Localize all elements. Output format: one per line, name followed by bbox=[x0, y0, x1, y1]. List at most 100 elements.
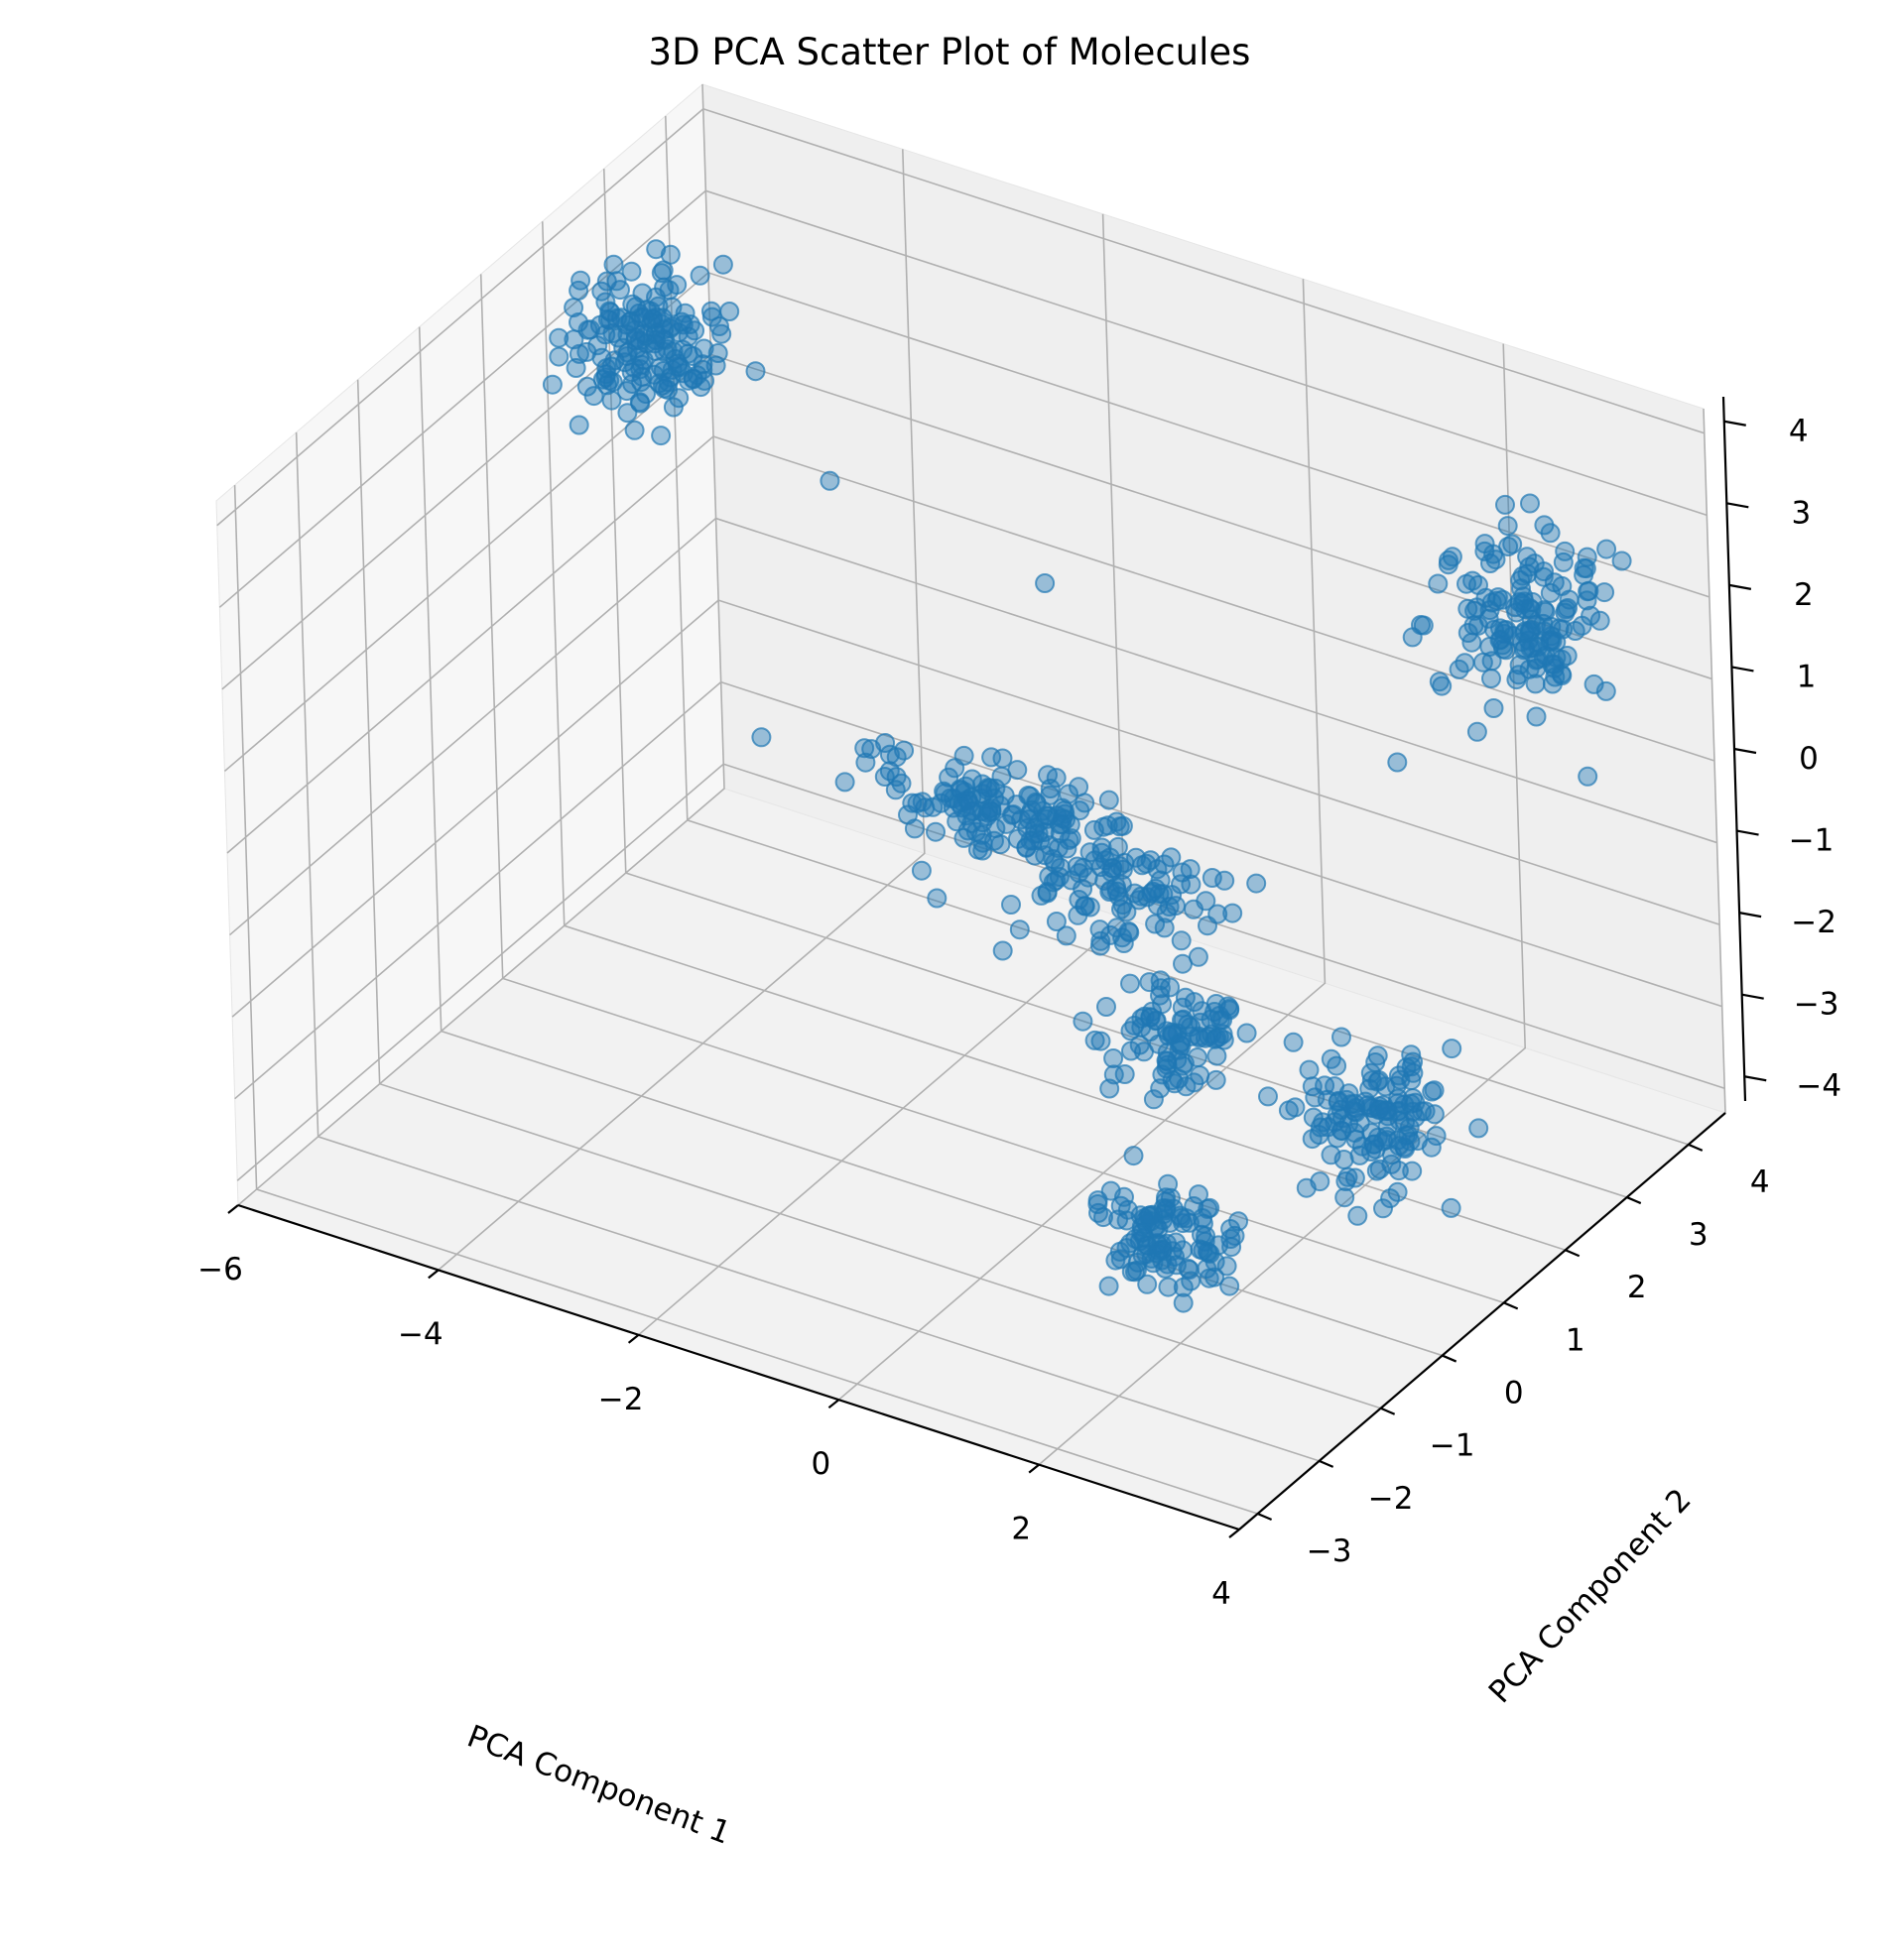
data-point bbox=[658, 372, 679, 393]
data-point bbox=[1387, 752, 1408, 773]
data-point bbox=[1426, 1126, 1447, 1147]
data-point bbox=[542, 374, 563, 395]
data-point bbox=[1552, 666, 1573, 685]
data-point bbox=[576, 376, 597, 397]
data-point bbox=[680, 314, 700, 334]
data-point bbox=[1147, 1243, 1167, 1264]
data-point bbox=[1047, 805, 1068, 826]
z-tick-label: 4 bbox=[1789, 414, 1809, 449]
data-point bbox=[1303, 1107, 1324, 1128]
data-point bbox=[1116, 1210, 1137, 1231]
data-point bbox=[1461, 632, 1482, 653]
data-point bbox=[1172, 1010, 1192, 1031]
y-tick-label: −3 bbox=[1307, 1533, 1352, 1569]
data-point bbox=[1502, 534, 1523, 554]
data-point bbox=[1204, 1029, 1225, 1049]
data-point bbox=[1483, 698, 1504, 718]
data-point bbox=[1171, 930, 1192, 951]
data-point bbox=[1422, 1081, 1443, 1102]
data-point bbox=[1145, 914, 1166, 934]
data-point bbox=[1109, 1241, 1130, 1262]
data-point bbox=[1158, 1277, 1179, 1297]
z-tick bbox=[1733, 747, 1757, 755]
grid-line-z bbox=[236, 763, 1725, 1181]
data-point bbox=[1098, 1276, 1119, 1296]
data-point bbox=[597, 375, 617, 396]
grid-line-z bbox=[231, 599, 1720, 1018]
data-point bbox=[633, 350, 654, 370]
y-tick bbox=[1688, 1143, 1704, 1152]
data-point bbox=[1344, 1167, 1365, 1188]
data-point bbox=[745, 361, 766, 382]
grid-line-z bbox=[216, 107, 1706, 527]
data-point bbox=[603, 254, 624, 275]
data-point bbox=[1595, 680, 1616, 701]
data-point bbox=[1299, 1059, 1320, 1080]
data-point bbox=[1112, 815, 1133, 836]
data-point bbox=[1143, 1089, 1164, 1110]
y-tick-label: 3 bbox=[1689, 1217, 1709, 1253]
data-point bbox=[981, 747, 1002, 768]
data-point bbox=[1596, 539, 1617, 559]
data-point bbox=[1181, 874, 1202, 895]
data-point bbox=[701, 306, 722, 327]
z-tick bbox=[1726, 502, 1749, 509]
data-point bbox=[1216, 1256, 1237, 1277]
data-point bbox=[1196, 891, 1216, 912]
data-point bbox=[902, 793, 923, 813]
data-point bbox=[1258, 1086, 1278, 1107]
data-point bbox=[1338, 1113, 1359, 1134]
data-point bbox=[1099, 1078, 1120, 1099]
chart-title: 3D PCA Scatter Plot of Molecules bbox=[649, 31, 1251, 73]
data-point bbox=[1278, 1100, 1299, 1121]
z-tick-label: 2 bbox=[1794, 577, 1814, 613]
y-tick bbox=[1257, 1513, 1273, 1522]
data-point bbox=[654, 277, 675, 298]
data-point bbox=[1125, 1228, 1146, 1249]
data-point bbox=[1067, 856, 1087, 877]
data-point bbox=[977, 780, 998, 800]
z-tick-label: −4 bbox=[1796, 1068, 1841, 1104]
z-tick-label: −1 bbox=[1789, 823, 1835, 859]
data-point bbox=[1190, 1028, 1209, 1048]
x-tick-label: −4 bbox=[398, 1316, 443, 1352]
data-point bbox=[1296, 1177, 1317, 1198]
data-point bbox=[624, 420, 645, 440]
data-point bbox=[660, 244, 681, 265]
z-tick-label: −3 bbox=[1794, 987, 1839, 1023]
data-point bbox=[1466, 597, 1487, 618]
data-point bbox=[1345, 1102, 1366, 1123]
data-point bbox=[1123, 1146, 1144, 1166]
grid-line-y bbox=[541, 221, 1566, 1251]
data-point bbox=[1096, 997, 1116, 1017]
data-point bbox=[616, 381, 637, 402]
z-tick bbox=[1741, 993, 1764, 1000]
data-point bbox=[1091, 837, 1112, 858]
data-point bbox=[1046, 870, 1067, 891]
data-point bbox=[1589, 610, 1610, 631]
y-tick bbox=[1626, 1196, 1642, 1205]
data-point bbox=[1520, 493, 1540, 514]
data-point bbox=[569, 280, 589, 301]
data-point bbox=[1173, 1055, 1194, 1076]
data-point bbox=[1007, 760, 1028, 781]
data-point bbox=[1236, 1023, 1257, 1043]
data-point bbox=[1164, 1073, 1185, 1094]
data-point bbox=[1441, 1197, 1461, 1218]
data-point bbox=[1373, 1198, 1393, 1219]
grid-line-z bbox=[234, 680, 1722, 1100]
y-tick bbox=[1565, 1249, 1581, 1258]
grid-line-x bbox=[438, 149, 926, 1272]
y-axis-label: PCA Component 2 bbox=[1482, 1482, 1699, 1710]
tick-labels: −6 −4 −2 0 2 4 −3 −2 −1 0 1 2 3 4 −4 −3 −2 −1 0 1 2 3 4 bbox=[197, 414, 1841, 1612]
data-point bbox=[1577, 547, 1597, 567]
data-point bbox=[1449, 659, 1469, 679]
data-point bbox=[1207, 904, 1228, 924]
x-tick-label: −6 bbox=[197, 1252, 243, 1287]
data-point bbox=[1059, 829, 1079, 850]
data-point bbox=[1084, 1030, 1105, 1050]
data-point bbox=[926, 821, 946, 842]
data-point bbox=[1204, 1267, 1225, 1287]
